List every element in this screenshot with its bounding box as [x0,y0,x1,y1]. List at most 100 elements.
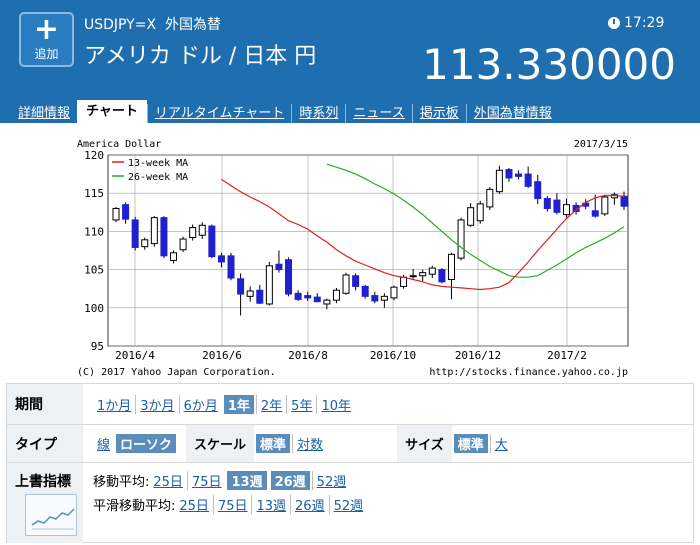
candle-body [371,295,379,302]
period-option-6[interactable]: 10年 [316,394,355,414]
candle-body [419,272,427,277]
period-row: 期間 1か月 3か月 6か月 1年 2年 5年 10年 [7,384,693,424]
tab-1[interactable]: チャート [77,100,147,123]
overlay-options: 移動平均: 25日 75日 13週 26週 52週 平滑移動平均: 25日 75日 13週 2… [93,463,367,514]
type-header: タイプ [7,425,83,462]
scale-header: スケール [186,425,255,462]
candle-body [400,276,408,287]
candle-body [486,188,494,208]
candle-body [122,204,130,220]
ma-options: 移動平均: 25日 75日 13週 26週 52週 [93,470,367,490]
candle-body [332,289,340,301]
ma-option-3[interactable]: 26週 [270,470,310,490]
candle-body [409,275,417,278]
price-chart: 95 100 105 110 115 120 2016/4 2016/6 2016/8 2016/… [77,139,629,378]
sma-option-4[interactable]: 52週 [328,494,368,514]
tab-5[interactable]: 掲示板 [411,104,466,123]
candle-body [553,199,561,213]
candle-body [160,217,168,257]
tab-2[interactable]: リアルタイムチャート [146,104,291,123]
quote-header: + 追加 USDJPY=X 外国為替 アメリカ ドル / 日本 円 17:29 … [0,0,700,123]
add-watchlist-button[interactable]: + 追加 [19,12,74,67]
legend-ma26: 26-week MA [128,172,188,183]
candle-body [217,255,225,263]
update-time: 17:29 [608,15,664,31]
x-tick-label: 2016/10 [370,349,416,362]
period-option-5[interactable]: 5年 [286,394,316,414]
y-tick-label: 120 [84,149,104,162]
ma-option-1[interactable]: 75日 [186,470,226,490]
sma-option-1[interactable]: 75日 [212,494,252,514]
candle-body [428,267,436,275]
candle-body [246,290,254,297]
x-tick-label: 2016/8 [288,349,328,362]
current-price: 113.330000 [422,40,676,89]
x-tick-label: 2016/12 [455,349,501,362]
overlay-row: 上書指標 移動平均: 25日 75日 13週 26週 52週 平滑移動平均: 25日 75… [7,463,693,543]
divider [7,462,693,463]
x-tick-label: 2016/4 [115,349,155,362]
candle-body [476,203,484,222]
indicator-thumbnail-icon [25,494,77,536]
sma-option-0[interactable]: 25日 [179,498,209,514]
candle-body [572,204,580,213]
candle-body [179,238,187,251]
clock-icon [608,17,620,29]
candle-body [457,219,465,259]
type-option-1[interactable]: ローソク [116,434,177,453]
sma-option-3[interactable]: 26週 [290,494,329,514]
chart-source: http://stocks.finance.yahoo.co.jp [429,367,628,378]
y-tick-label: 105 [84,264,104,277]
candle-body [467,207,475,226]
period-option-1[interactable]: 3か月 [135,394,178,414]
period-option-4[interactable]: 2年 [255,394,286,414]
size-option-1[interactable]: 大 [489,434,512,453]
tab-0[interactable]: 詳細情報 [18,106,71,121]
candle-body [515,173,523,177]
ma-label: 移動平均: [93,474,150,490]
size-options: 標準大 [452,434,512,453]
candle-body [275,263,283,271]
legend-ma13: 13-week MA [128,158,188,169]
ma-option-list: 25日 75日 13週 26週 52週 [149,470,351,490]
type-option-0[interactable]: 線 [97,438,111,453]
ma-option-2[interactable]: 13週 [227,470,267,490]
ticker-symbol: USDJPY=X [84,17,157,33]
candle-body [390,286,398,299]
size-option-0[interactable]: 標準 [453,434,488,453]
candle-body [237,278,245,295]
scale-option-1[interactable]: 対数 [292,434,327,453]
tab-bar: 詳細情報 チャート リアルタイムチャート 時系列 ニュース 掲示板 外国為替情報 [18,100,559,123]
y-tick-label: 100 [84,302,104,315]
time-text: 17:29 [624,15,665,31]
candle-body [208,225,216,258]
period-option-0[interactable]: 1か月 [97,398,132,414]
candle-body [342,274,350,294]
ma-option-0[interactable]: 25日 [153,474,183,490]
candle-body [447,253,455,281]
tab-6[interactable]: 外国為替情報 [465,104,559,123]
sma-label: 平滑移動平均: [93,498,176,514]
symbol-line: USDJPY=X 外国為替 [84,14,221,34]
candle-body [543,198,551,209]
scale-option-0[interactable]: 標準 [256,434,291,453]
period-option-3[interactable]: 1年 [223,394,254,414]
ma-option-4[interactable]: 52週 [311,470,351,490]
candle-body [141,239,149,248]
candle-body [170,252,178,261]
category-label: 外国為替 [164,17,221,33]
ma13-line [221,178,625,291]
plus-icon: + [33,12,60,47]
sma-option-2[interactable]: 13週 [251,494,290,514]
candle-body [505,169,513,179]
tab-4[interactable]: ニュース [345,104,411,123]
type-options: 線ローソク [93,434,178,453]
tab-3[interactable]: 時系列 [291,104,345,123]
candle-body [562,204,570,216]
period-option-2[interactable]: 6か月 [178,394,222,414]
candle-body [227,255,235,279]
candle-body [256,289,264,304]
candle-body [285,259,293,295]
candle-body [265,265,273,305]
candle-body [323,299,331,305]
